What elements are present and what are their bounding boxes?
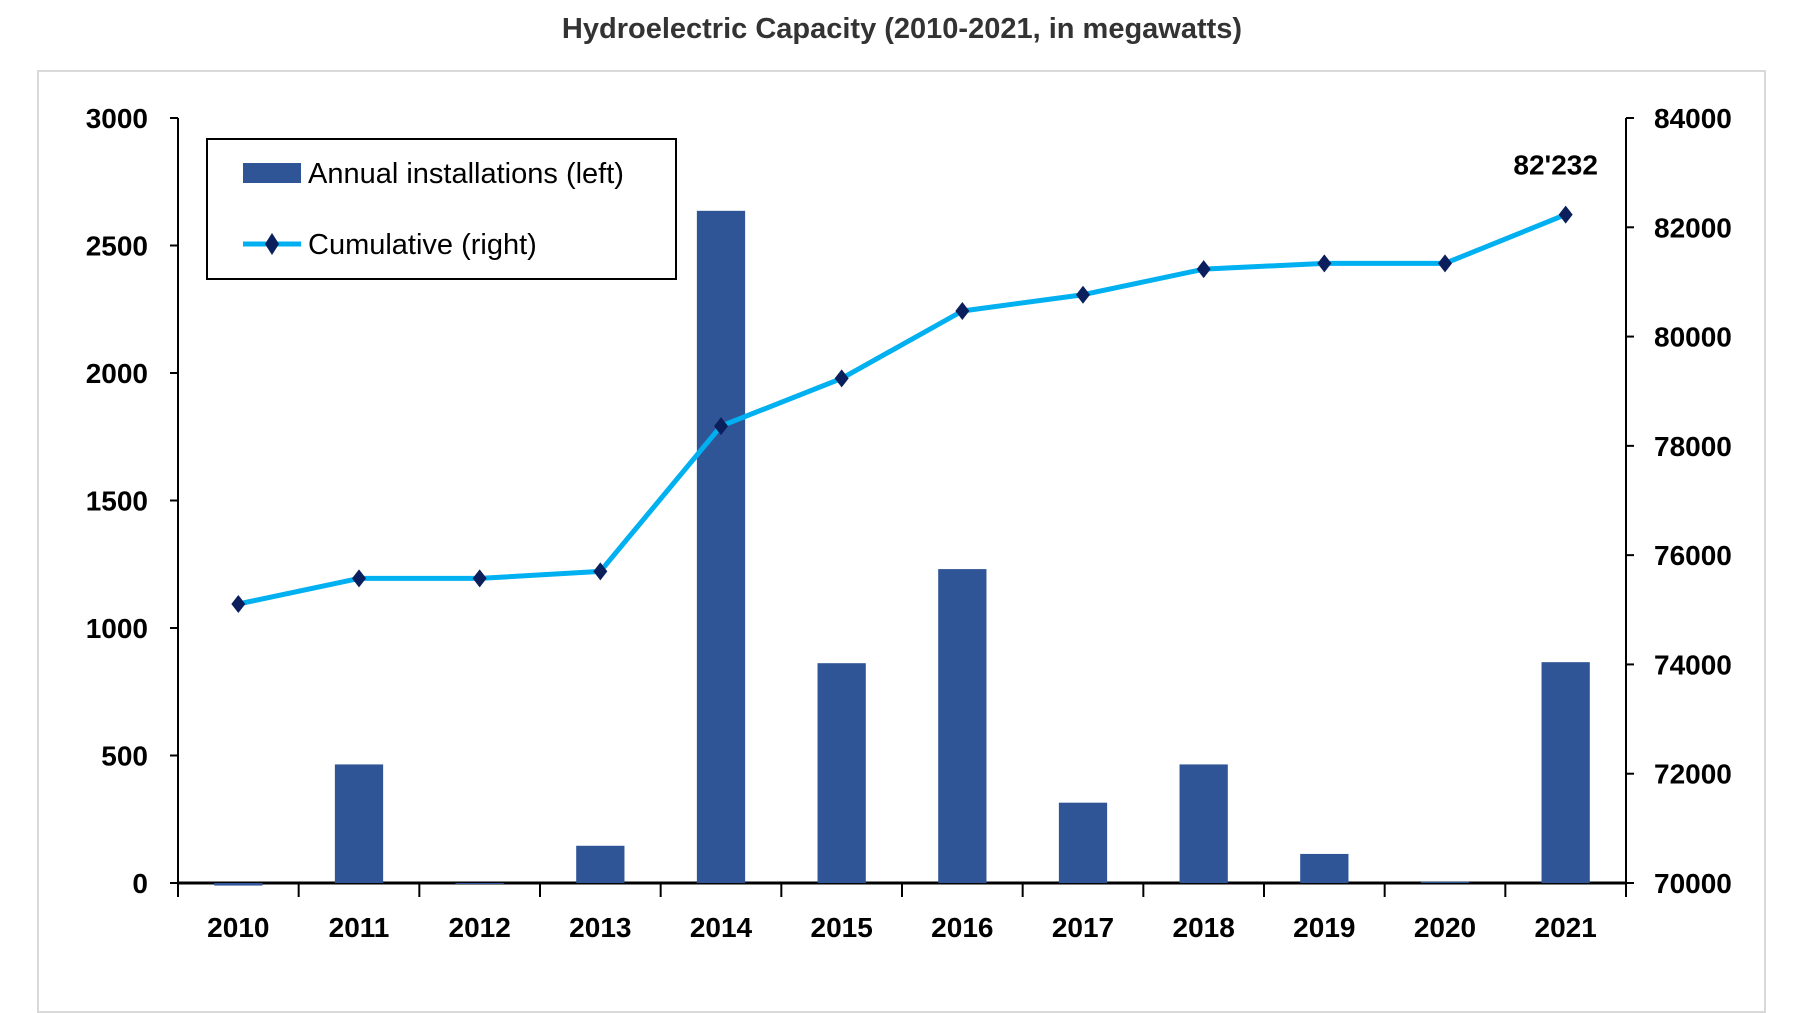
x-tick-label: 2011: [329, 912, 390, 943]
bar-2021: [1541, 662, 1590, 883]
right-tick-label: 78000: [1654, 431, 1732, 462]
legend: Annual installations (left) Cumulative (…: [206, 138, 677, 280]
annotation-label: 82'232: [1513, 150, 1598, 181]
bar-2018: [1179, 764, 1228, 883]
marker-2020: [1438, 254, 1452, 273]
left-tick-label: 2000: [86, 358, 148, 389]
x-tick-label: 2016: [931, 912, 993, 943]
bar-2016: [938, 569, 987, 883]
marker-2021: [1558, 205, 1573, 224]
x-tick-label: 2020: [1414, 912, 1476, 943]
marker-2019: [1317, 254, 1332, 273]
left-tick-label: 1500: [86, 486, 148, 517]
bar-2014: [696, 210, 746, 883]
marker-2012: [472, 569, 487, 588]
right-tick-label: 72000: [1654, 759, 1732, 790]
marker-2017: [1076, 285, 1090, 304]
bar-2011: [334, 764, 384, 883]
bar-2010: [214, 883, 263, 886]
marker-2013: [593, 562, 608, 581]
right-tick-label: 76000: [1654, 540, 1732, 571]
marker-2016: [955, 301, 970, 320]
legend-swatch-bar: [243, 163, 301, 183]
left-tick-label: 1000: [86, 613, 148, 644]
left-tick-label: 3000: [86, 103, 148, 134]
x-tick-label: 2021: [1535, 912, 1597, 943]
left-tick-label: 0: [132, 868, 148, 899]
marker-2014: [714, 417, 728, 436]
bar-2015: [817, 663, 866, 883]
legend-marker: [265, 233, 279, 255]
legend-box: [206, 138, 677, 280]
bar-2017: [1058, 802, 1108, 883]
x-tick-label: 2012: [449, 912, 511, 943]
x-tick-label: 2015: [811, 912, 873, 943]
legend-label-bar: Annual installations (left): [308, 158, 624, 190]
marker-2010: [231, 594, 246, 613]
cumulative-line: [237, 212, 1567, 607]
right-tick-label: 82000: [1654, 212, 1732, 243]
bar-2019: [1300, 853, 1349, 883]
right-tick-label: 80000: [1654, 322, 1732, 353]
x-tick-label: 2010: [207, 912, 269, 943]
right-tick-label: 84000: [1654, 103, 1732, 134]
bar-2020: [1420, 881, 1470, 883]
x-tick-label: 2018: [1173, 912, 1235, 943]
chart-title: Hydroelectric Capacity (2010-2021, in me…: [562, 13, 1242, 45]
x-tick-label: 2013: [569, 912, 631, 943]
left-tick-label: 2500: [86, 231, 148, 262]
right-tick-label: 70000: [1654, 868, 1732, 899]
x-tick-label: 2019: [1293, 912, 1355, 943]
chart-frame: [37, 70, 1766, 1013]
x-tick-label: 2017: [1052, 912, 1114, 943]
x-tick-label: 2014: [690, 912, 753, 943]
marker-2018: [1196, 260, 1211, 279]
marker-2011: [352, 569, 366, 588]
legend-label-line: Cumulative (right): [308, 229, 537, 261]
left-tick-label: 500: [101, 741, 148, 772]
marker-2015: [834, 369, 849, 388]
bar-2012: [455, 883, 504, 884]
bar-2013: [576, 845, 625, 883]
right-tick-label: 74000: [1654, 649, 1732, 680]
